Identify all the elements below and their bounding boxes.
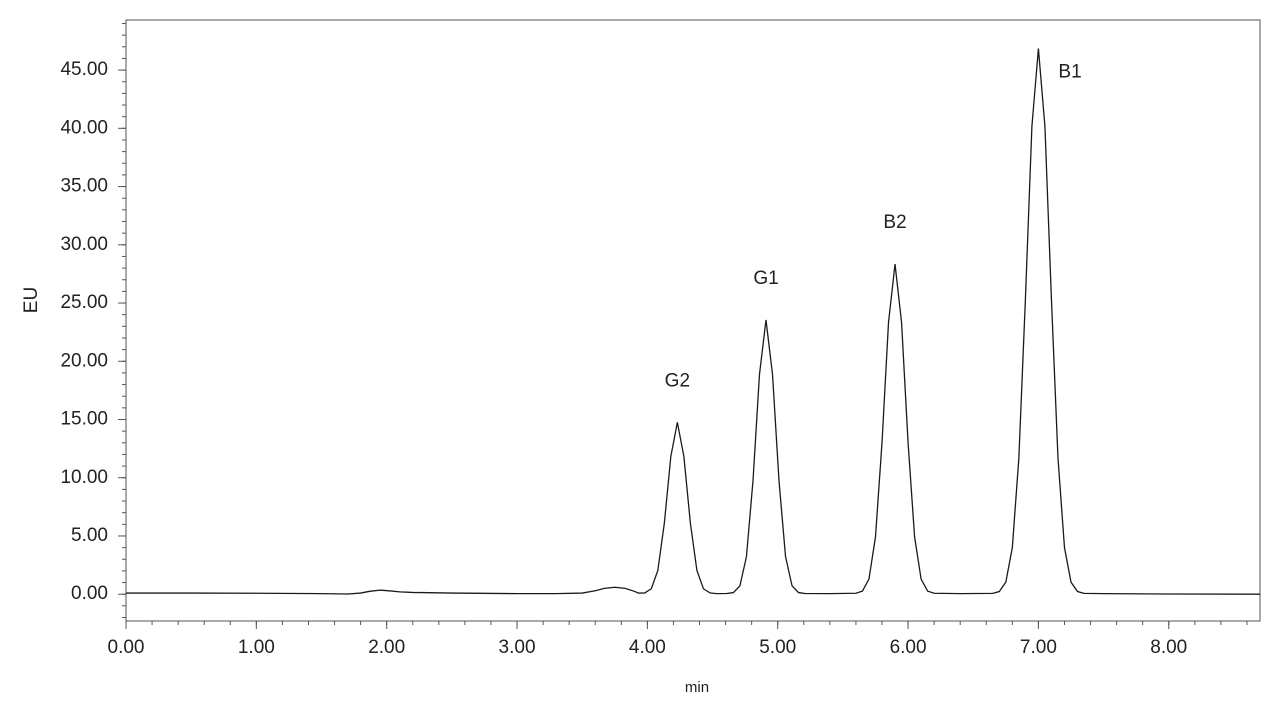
x-tick-label: 6.00 [890, 637, 927, 658]
x-tick-label: 3.00 [499, 637, 536, 658]
x-axis-title: min [685, 679, 709, 696]
x-tick-label: 5.00 [759, 637, 796, 658]
y-tick-label: 45.00 [60, 59, 108, 80]
x-tick-label: 7.00 [1020, 637, 1057, 658]
y-tick-label: 0.00 [71, 583, 108, 604]
y-tick-label: 15.00 [60, 409, 108, 430]
x-tick-label: 1.00 [238, 637, 275, 658]
x-tick-label: 2.00 [368, 637, 405, 658]
peak-label: B1 [1058, 62, 1081, 83]
x-tick-label: 8.00 [1150, 637, 1187, 658]
y-tick-label: 20.00 [60, 350, 108, 371]
y-tick-label: 10.00 [60, 467, 108, 488]
peak-label: B2 [883, 212, 906, 233]
y-axis-title: EU [21, 287, 42, 313]
peak-label: G1 [753, 268, 778, 289]
y-tick-label: 35.00 [60, 176, 108, 197]
y-tick-label: 40.00 [60, 117, 108, 138]
peak-label: G2 [665, 370, 690, 391]
y-tick-label: 30.00 [60, 234, 108, 255]
chromatogram-line [126, 48, 1261, 595]
x-tick-label: 4.00 [629, 637, 666, 658]
x-tick-label: 0.00 [108, 637, 145, 658]
y-tick-label: 5.00 [71, 525, 108, 546]
plot-frame [125, 19, 1261, 622]
y-tick-label: 25.00 [60, 292, 108, 313]
